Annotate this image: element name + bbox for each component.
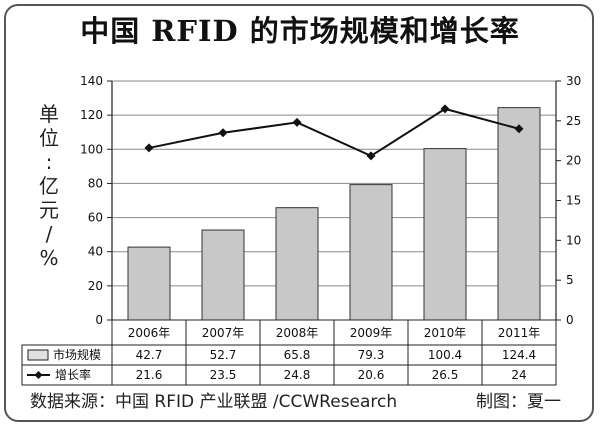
point-growth-rate (218, 128, 228, 138)
line-value-label: 21.6 (136, 368, 163, 382)
legend-label-market-size: 市场规模 (53, 347, 101, 362)
bar-market-size (349, 184, 393, 321)
category-label: 2011年 (498, 326, 541, 340)
legend-marker-growth-rate (34, 371, 43, 379)
legend-swatch-market-size (27, 349, 49, 361)
bar-market-size (497, 107, 541, 321)
bar-market-size (275, 207, 319, 321)
chart-credit: 制图：夏一 (476, 392, 561, 412)
left-axis-tick-label: 40 (88, 245, 103, 259)
bar-value-label: 52.7 (210, 348, 237, 362)
unit-char: 元 (39, 198, 59, 222)
bar-value-label: 42.7 (136, 348, 163, 362)
unit-char: 单 (39, 102, 59, 126)
unit-char: : (45, 150, 53, 174)
bar-market-size (127, 246, 171, 321)
category-label: 2009年 (350, 326, 393, 340)
bar-value-label: 124.4 (502, 348, 536, 362)
unit-char: 亿 (39, 174, 59, 198)
chart-title: 中国 RFID 的市场规模和增长率 (80, 14, 520, 48)
unit-char: % (39, 246, 59, 270)
legend-label-growth-rate: 增长率 (55, 367, 91, 382)
bar-value-label: 100.4 (428, 348, 462, 362)
unit-char: 位 (39, 126, 59, 150)
left-axis-tick-label: 0 (95, 313, 103, 327)
category-label: 2008年 (276, 326, 319, 340)
bar-market-size (201, 229, 245, 321)
left-axis-tick-label: 100 (80, 142, 103, 156)
right-axis-tick-label: 5 (566, 273, 574, 287)
right-axis-tick-label: 10 (566, 233, 581, 247)
left-axis-unit-label: 单 位 : 亿 元 / % (38, 102, 60, 270)
line-value-label: 23.5 (210, 368, 237, 382)
bar-value-label: 79.3 (358, 348, 385, 362)
right-axis-tick-label: 15 (566, 194, 581, 208)
line-value-label: 26.5 (432, 368, 459, 382)
left-axis-tick-label: 80 (88, 176, 103, 190)
line-value-label: 24 (511, 368, 526, 382)
category-label: 2010年 (424, 326, 467, 340)
category-label: 2007年 (202, 326, 245, 340)
right-axis-tick-label: 25 (566, 114, 581, 128)
category-label: 2006年 (128, 326, 171, 340)
bar-value-label: 65.8 (284, 348, 311, 362)
point-growth-rate (440, 104, 450, 114)
left-axis-tick-label: 120 (80, 108, 103, 122)
right-axis-tick-label: 30 (566, 74, 581, 88)
point-growth-rate (144, 143, 154, 153)
left-axis-tick-label: 140 (80, 74, 103, 88)
bar-market-size (423, 148, 467, 321)
line-growth-rate (148, 107, 520, 158)
point-growth-rate (514, 124, 524, 134)
line-value-label: 20.6 (358, 368, 385, 382)
point-growth-rate (292, 117, 302, 127)
line-value-label: 24.8 (284, 368, 311, 382)
left-axis-tick-label: 20 (88, 279, 103, 293)
point-growth-rate (366, 151, 376, 161)
unit-char: / (45, 222, 53, 246)
left-axis-tick-label: 60 (88, 211, 103, 225)
data-source-note: 数据来源：中国 RFID 产业联盟 /CCWResearch (30, 392, 398, 412)
right-axis-tick-label: 0 (566, 313, 574, 327)
right-axis-tick-label: 20 (566, 154, 581, 168)
